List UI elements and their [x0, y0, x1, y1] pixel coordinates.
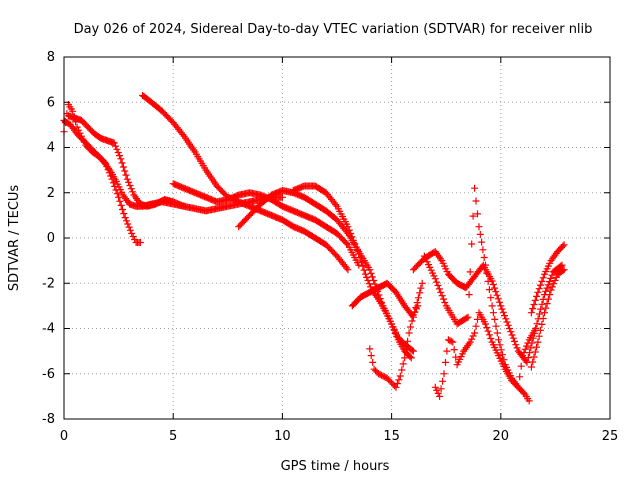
series-arc2 [60, 101, 144, 246]
series-arc3 [64, 112, 188, 210]
axis-ticks: 0 5 10 15 20 25 -8 -6 -4 -2 0 2 4 6 8 [42, 50, 618, 444]
data-series [60, 92, 568, 405]
y-tick-label: 4 [47, 141, 55, 156]
y-tick-label: 6 [47, 95, 55, 110]
series-arc10 [409, 248, 566, 366]
series-arc5 [169, 180, 363, 269]
y-axis-label: SDTVAR / TECUs [7, 185, 22, 292]
grid-lines [64, 57, 610, 419]
y-tick-label: -8 [42, 412, 55, 427]
x-tick-label: 0 [60, 429, 68, 444]
y-tick-label: 0 [47, 231, 55, 246]
series-arc7 [289, 182, 417, 355]
y-tick-label: -4 [42, 322, 55, 337]
series-arc4 [139, 92, 352, 274]
chart-title: Day 026 of 2024, Sidereal Day-to-day VTE… [74, 22, 593, 37]
series-arc11 [431, 309, 533, 405]
y-tick-label: 8 [47, 50, 55, 65]
x-tick-label: 10 [274, 429, 291, 444]
x-tick-label: 5 [169, 429, 177, 444]
x-axis-label: GPS time / hours [281, 459, 390, 474]
series-arc14 [527, 266, 568, 371]
y-tick-label: -6 [42, 367, 55, 382]
y-tick-label: 2 [47, 186, 55, 201]
x-tick-label: 15 [383, 429, 400, 444]
x-tick-label: 20 [493, 429, 510, 444]
series-arc12 [420, 184, 540, 391]
y-tick-label: -2 [42, 276, 55, 291]
series-arc9 [348, 279, 426, 321]
series-arc13 [527, 241, 568, 317]
x-tick-label: 25 [602, 429, 619, 444]
